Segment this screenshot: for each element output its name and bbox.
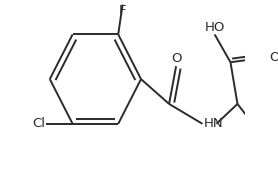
Text: HO: HO — [205, 21, 226, 33]
Text: HN: HN — [203, 117, 223, 130]
Text: F: F — [119, 4, 126, 17]
Text: O: O — [171, 52, 181, 65]
Text: Cl: Cl — [32, 117, 45, 130]
Text: O: O — [270, 51, 278, 64]
